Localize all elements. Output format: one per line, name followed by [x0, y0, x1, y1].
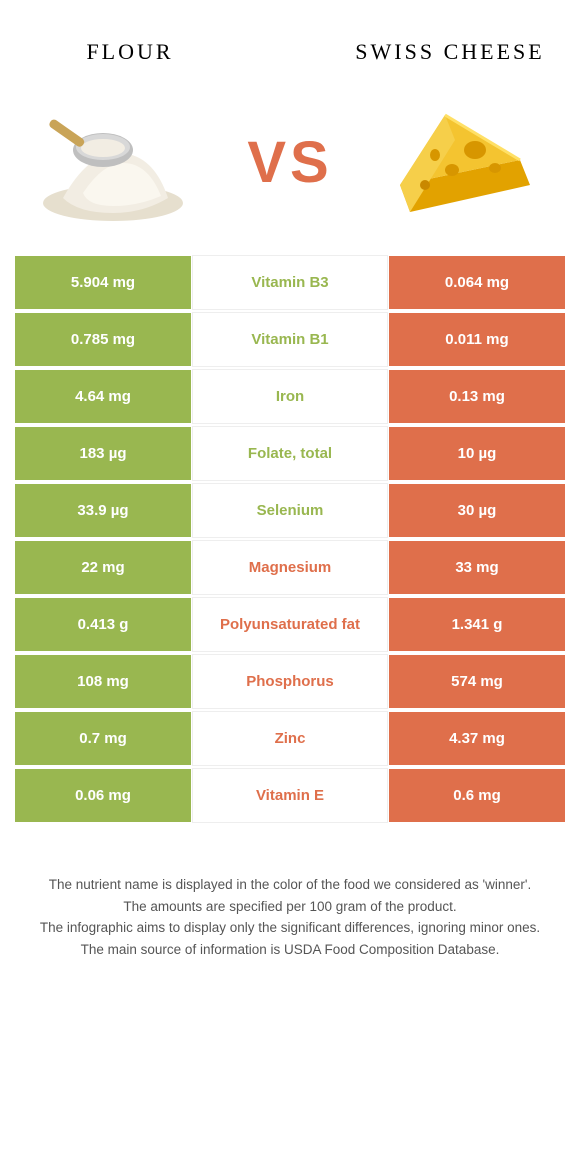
left-value-cell: 5.904 mg: [14, 255, 192, 310]
footnote-line: The infographic aims to display only the…: [30, 918, 550, 938]
left-value-cell: 22 mg: [14, 540, 192, 595]
footnote-line: The amounts are specified per 100 gram o…: [30, 897, 550, 917]
comparison-header: Flour Swiss cheese: [0, 0, 580, 85]
left-value-cell: 108 mg: [14, 654, 192, 709]
left-value-cell: 183 µg: [14, 426, 192, 481]
right-value-cell: 0.13 mg: [388, 369, 566, 424]
nutrient-name-cell: Vitamin B3: [192, 255, 388, 310]
food-title-left: Flour: [20, 39, 240, 65]
left-value-cell: 0.413 g: [14, 597, 192, 652]
nutrient-row: 0.06 mgVitamin E0.6 mg: [14, 768, 566, 823]
left-value-cell: 0.7 mg: [14, 711, 192, 766]
right-value-cell: 1.341 g: [388, 597, 566, 652]
right-value-cell: 574 mg: [388, 654, 566, 709]
flour-illustration: [30, 95, 205, 230]
nutrient-name-cell: Folate, total: [192, 426, 388, 481]
nutrient-row: 22 mgMagnesium33 mg: [14, 540, 566, 595]
nutrient-table: 5.904 mgVitamin B30.064 mg0.785 mgVitami…: [0, 255, 580, 823]
nutrient-row: 33.9 µgSelenium30 µg: [14, 483, 566, 538]
right-value-cell: 33 mg: [388, 540, 566, 595]
nutrient-row: 5.904 mgVitamin B30.064 mg: [14, 255, 566, 310]
nutrient-name-cell: Zinc: [192, 711, 388, 766]
footnote-line: The nutrient name is displayed in the co…: [30, 875, 550, 895]
cheese-icon: [380, 100, 545, 225]
nutrient-row: 0.413 gPolyunsaturated fat1.341 g: [14, 597, 566, 652]
cheese-illustration: [375, 95, 550, 230]
right-value-cell: 0.6 mg: [388, 768, 566, 823]
nutrient-row: 183 µgFolate, total10 µg: [14, 426, 566, 481]
images-row: VS: [0, 85, 580, 255]
right-value-cell: 0.011 mg: [388, 312, 566, 367]
left-value-cell: 0.06 mg: [14, 768, 192, 823]
right-value-cell: 30 µg: [388, 483, 566, 538]
right-value-cell: 10 µg: [388, 426, 566, 481]
nutrient-name-cell: Vitamin E: [192, 768, 388, 823]
footnotes: The nutrient name is displayed in the co…: [0, 825, 580, 981]
right-value-cell: 4.37 mg: [388, 711, 566, 766]
nutrient-row: 4.64 mgIron0.13 mg: [14, 369, 566, 424]
flour-icon: [33, 98, 203, 228]
nutrient-name-cell: Selenium: [192, 483, 388, 538]
left-value-cell: 4.64 mg: [14, 369, 192, 424]
nutrient-name-cell: Iron: [192, 369, 388, 424]
vs-label: VS: [247, 129, 332, 196]
nutrient-row: 0.7 mgZinc4.37 mg: [14, 711, 566, 766]
nutrient-row: 108 mgPhosphorus574 mg: [14, 654, 566, 709]
nutrient-name-cell: Vitamin B1: [192, 312, 388, 367]
right-value-cell: 0.064 mg: [388, 255, 566, 310]
left-value-cell: 33.9 µg: [14, 483, 192, 538]
food-title-right: Swiss cheese: [340, 39, 560, 65]
nutrient-name-cell: Magnesium: [192, 540, 388, 595]
left-value-cell: 0.785 mg: [14, 312, 192, 367]
nutrient-name-cell: Polyunsaturated fat: [192, 597, 388, 652]
nutrient-name-cell: Phosphorus: [192, 654, 388, 709]
footnote-line: The main source of information is USDA F…: [30, 940, 550, 960]
nutrient-row: 0.785 mgVitamin B10.011 mg: [14, 312, 566, 367]
